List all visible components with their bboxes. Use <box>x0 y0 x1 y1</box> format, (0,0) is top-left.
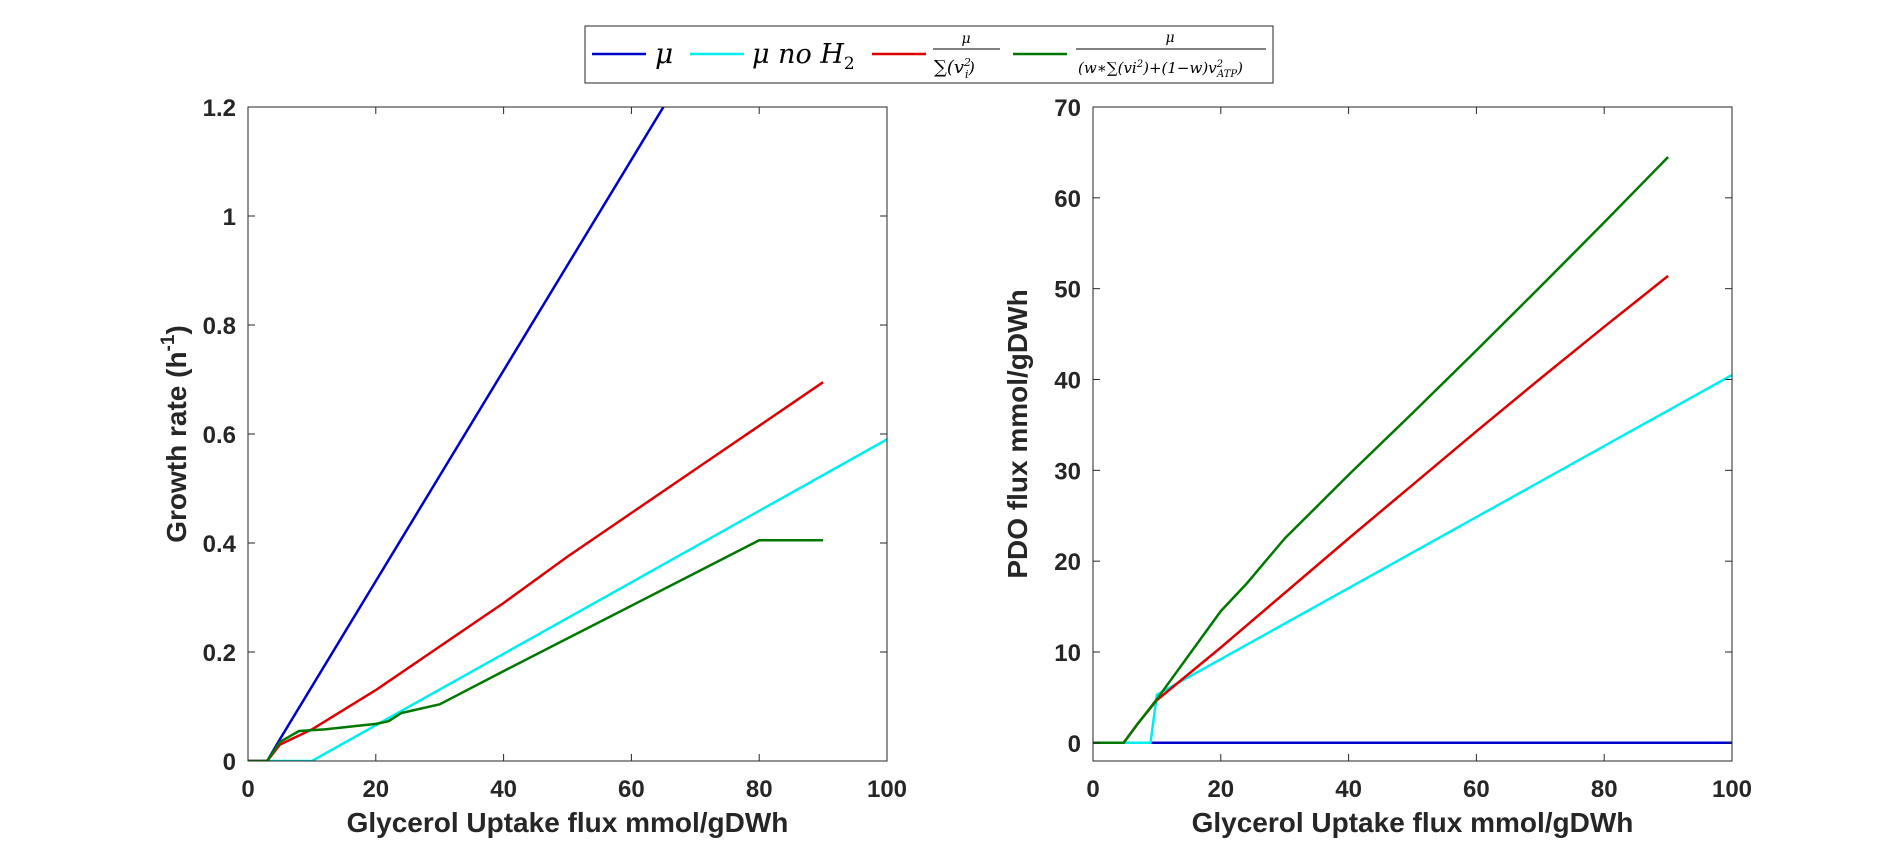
legend-label-weighted-denominator: (w∗∑(vi2)+(1−w)v2 ATP) <box>1078 59 1243 80</box>
series-line-mu_no_h2 <box>1093 373 1732 745</box>
y-tick-label: 50 <box>1054 277 1081 304</box>
growth-rate-chart: 0 20 40 60 80 100 0 0.2 0.4 0.6 0.8 1 1.2 Glycerol Up… <box>158 95 907 838</box>
x-axis-label: Glycerol Uptake flux mmol/gDWh <box>347 807 789 838</box>
series-line-sum_vi2 <box>1093 274 1669 745</box>
x-tick-label: 40 <box>1335 776 1362 803</box>
x-tick-label: 60 <box>1463 776 1490 803</box>
y-tick-label: 1 <box>223 204 236 231</box>
plot-frame <box>1092 106 1733 762</box>
x-tick-label: 100 <box>1712 776 1752 803</box>
y-tick-label: 0.8 <box>203 313 236 340</box>
plot-frame <box>247 106 888 762</box>
pdo-flux-chart: 0 20 40 60 80 100 0 10 20 30 40 50 60 70 Glycerol Upta… <box>1002 95 1752 838</box>
y-tick-label: 10 <box>1054 640 1081 667</box>
x-tick-label: 20 <box>362 776 389 803</box>
y-tick-label: 70 <box>1054 95 1081 122</box>
x-tick-label: 0 <box>241 776 254 803</box>
series-line-weighted <box>1093 156 1669 745</box>
series-line-mu <box>248 107 665 761</box>
legend-label-mu: μ <box>655 37 673 70</box>
legend-label-sum-numerator: μ <box>961 31 970 47</box>
x-axis-label: Glycerol Uptake flux mmol/gDWh <box>1192 807 1634 838</box>
y-tick-label: 0.2 <box>203 640 236 667</box>
y-tick-label: 30 <box>1054 458 1081 485</box>
y-tick-label: 0 <box>223 749 236 776</box>
y-tick-label: 0.6 <box>203 422 236 449</box>
legend-label-sum-denominator: ∑(v2 i) <box>934 56 975 81</box>
x-tick-label: 100 <box>867 776 907 803</box>
y-axis-label: PDO flux mmol/gDWh <box>1002 289 1033 578</box>
y-tick-label: 1.2 <box>203 95 236 122</box>
legend-label-weighted-numerator: μ <box>1165 30 1174 46</box>
legend-label-mu-no-h2: μ no H2 <box>752 39 855 74</box>
x-tick-label: 0 <box>1086 776 1099 803</box>
x-tick-label: 60 <box>618 776 645 803</box>
series-line-sum_vi2 <box>248 381 824 761</box>
y-tick-label: 60 <box>1054 186 1081 213</box>
series-line-weighted <box>248 539 824 761</box>
x-tick-label: 40 <box>490 776 517 803</box>
legend: μ μ no H2 μ ∑(v2 i) μ (w∗∑(vi2)+(1−w)v2 ATP) <box>584 25 1274 84</box>
x-tick-label: 20 <box>1207 776 1234 803</box>
y-tick-label: 0 <box>1068 731 1081 758</box>
x-tick-label: 80 <box>1591 776 1618 803</box>
series-line-mu_no_h2 <box>248 438 887 761</box>
y-tick-label: 40 <box>1054 368 1081 395</box>
x-tick-label: 80 <box>746 776 773 803</box>
y-tick-label: 20 <box>1054 549 1081 576</box>
y-tick-label: 0.4 <box>203 531 237 558</box>
y-axis-label: Growth rate (h-1) <box>158 325 192 543</box>
